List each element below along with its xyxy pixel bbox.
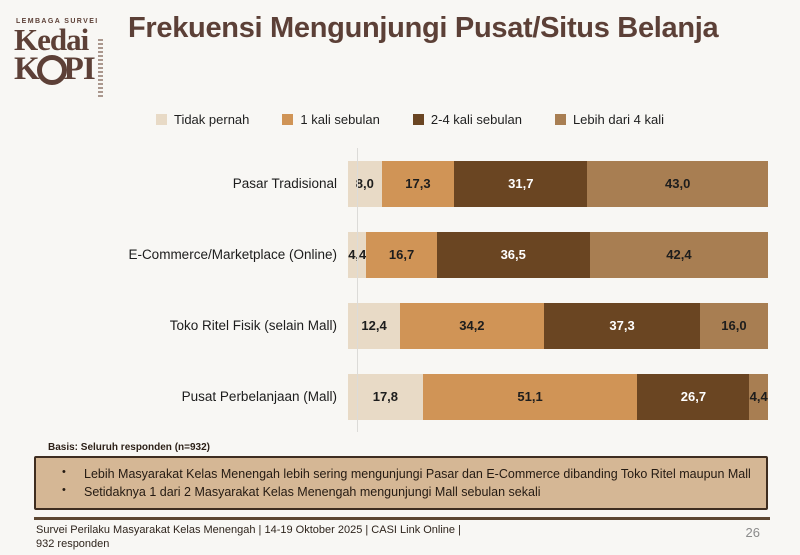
bar-segment: 26,7 [637,373,750,420]
bar-segment: 36,5 [436,231,590,278]
bar-segment: 12,4 [348,302,401,349]
stacked-bar-chart: Pasar Tradisional 8,0 17,3 31,7 43,0 E-C… [0,148,800,432]
bar-segment: 4,4 [749,373,768,420]
category-label: Pusat Perbelanjaan (Mall) [181,389,337,404]
bar-segment: 16,7 [366,231,437,278]
kedai-kopi-logo: LEMBAGA SURVEI Kedai K PI [14,18,132,97]
bar-segment: 42,4 [589,231,768,278]
insight-item: • Setidaknya 1 dari 2 Masyarakat Kelas M… [36,483,756,501]
stacked-bar: 4,4 16,7 36,5 42,4 [348,231,768,278]
bar-segment: 17,8 [348,373,423,420]
legend-swatch-icon [554,114,566,125]
legend-label: Lebih dari 4 kali [572,112,665,127]
legend-label: Tidak pernah [173,112,250,127]
page-number: 26 [745,525,760,540]
category-label: Toko Ritel Fisik (selain Mall) [169,318,337,333]
chart-legend: Tidak pernah 1 kali sebulan 2-4 kali seb… [120,112,700,127]
legend-item-1-kali-sebulan: 1 kali sebulan [282,112,380,127]
bar-segment: 34,2 [400,302,544,349]
legend-swatch-icon [412,114,424,125]
logo-kopi-text: K PI [14,51,96,88]
legend-swatch-icon [155,114,167,125]
stacked-bar: 17,8 51,1 26,7 4,4 [348,373,768,420]
legend-swatch-icon [282,114,294,125]
logo-tagline: LEMBAGA SURVEI [16,18,99,25]
bullet-icon: • [62,484,66,497]
bar-segment: 43,0 [587,160,768,207]
insight-item: • Lebih Masyarakat Kelas Menengah lebih … [36,465,756,483]
stacked-bar: 8,0 17,3 31,7 43,0 [348,160,768,207]
logo-kedai-text: Kedai [14,22,89,57]
slide-title: Frekuensi Mengunjungi Pusat/Situs Belanj… [128,12,719,44]
legend-label: 2-4 kali sebulan [430,112,522,127]
category-label: Pasar Tradisional [232,176,337,191]
bar-segment: 8,0 [348,160,382,207]
bar-segment: 37,3 [543,302,701,349]
bar-segment: 51,1 [422,373,638,420]
legend-item-2-4-kali-sebulan: 2-4 kali sebulan [412,112,522,127]
bar-row-mall: Pusat Perbelanjaan (Mall) 17,8 51,1 26,7… [0,361,800,432]
bar-row-pasar-tradisional: Pasar Tradisional 8,0 17,3 31,7 43,0 [0,148,800,219]
footer-divider [34,517,770,520]
basis-note: Basis: Seluruh responden (n=932) [48,442,210,453]
bar-segment: 17,3 [381,160,455,207]
source-line-2: 932 responden [36,538,110,551]
insight-text: Setidaknya 1 dari 2 Masyarakat Kelas Men… [84,485,541,500]
logo-cup-circle-icon [36,55,67,86]
bar-segment: 31,7 [454,160,588,207]
insight-text: Lebih Masyarakat Kelas Menengah lebih se… [84,467,751,481]
source-note: Survei Perilaku Masyarakat Kelas Menenga… [36,523,461,552]
bullet-icon: • [62,466,66,478]
legend-item-lebih-dari-4-kali: Lebih dari 4 kali [554,112,665,127]
bar-row-toko-ritel: Toko Ritel Fisik (selain Mall) 12,4 34,2… [0,290,800,361]
bar-segment: 16,0 [700,302,768,349]
stacked-bar: 12,4 34,2 37,3 16,0 [348,302,768,349]
insight-box: • Lebih Masyarakat Kelas Menengah lebih … [34,456,768,511]
category-label: E-Commerce/Marketplace (Online) [128,247,337,262]
bar-row-ecommerce: E-Commerce/Marketplace (Online) 4,4 16,7… [0,219,800,290]
legend-item-tidak-pernah: Tidak pernah [155,112,250,127]
logo-vertical-text [97,39,103,97]
source-line-1: Survei Perilaku Masyarakat Kelas Menenga… [36,524,461,536]
legend-label: 1 kali sebulan [300,112,380,127]
y-axis-line [357,148,358,432]
